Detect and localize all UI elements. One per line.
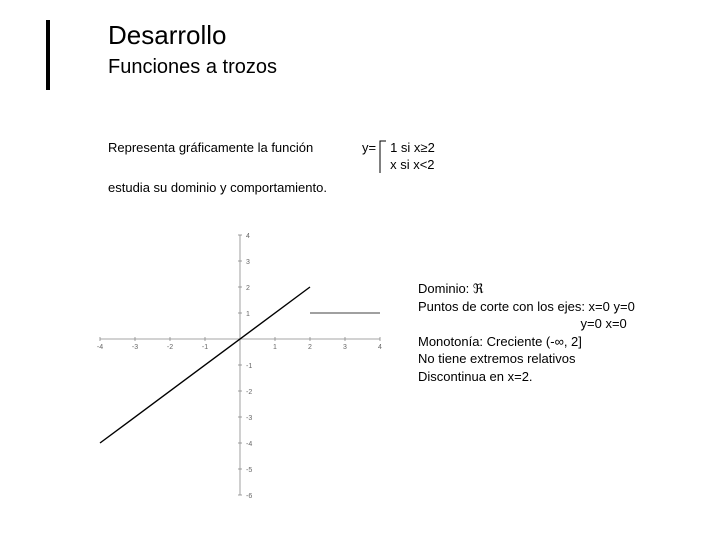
piecewise-case-1: 1 si x≥2 [390, 140, 435, 157]
brace-icon [378, 140, 388, 174]
svg-text:1: 1 [246, 311, 250, 318]
problem-prompt: Representa gráficamente la función [108, 140, 313, 155]
analysis-intercepts-1: Puntos de corte con los ejes: x=0 y=0 [418, 298, 635, 316]
piecewise-definition: y= 1 si x≥2 x si x<2 [362, 140, 435, 174]
title-accent-bar [46, 20, 50, 90]
study-instruction: estudia su dominio y comportamiento. [108, 180, 327, 195]
analysis-domain: Dominio: ℜ [418, 280, 635, 298]
svg-text:3: 3 [246, 259, 250, 266]
piecewise-case-2: x si x<2 [390, 157, 435, 174]
function-chart: -4 -3 -2 -1 1 2 3 4 -6 -5 -4 -3 -2 -1 1 2 3 4 [80, 215, 400, 515]
svg-text:1: 1 [273, 344, 277, 351]
svg-text:3: 3 [343, 344, 347, 351]
svg-text:-3: -3 [132, 344, 138, 351]
svg-text:4: 4 [246, 233, 250, 240]
svg-text:2: 2 [308, 344, 312, 351]
svg-text:4: 4 [378, 344, 382, 351]
svg-text:-2: -2 [167, 344, 173, 351]
svg-text:-5: -5 [246, 467, 252, 474]
svg-text:-6: -6 [246, 493, 252, 500]
svg-text:-1: -1 [246, 363, 252, 370]
analysis-monotony: Monotonía: Creciente (-∞, 2] [418, 333, 635, 351]
analysis-discontinuity: Discontinua en x=2. [418, 368, 635, 386]
svg-text:-4: -4 [246, 441, 252, 448]
slide-subtitle: Funciones a trozos [108, 56, 277, 79]
analysis-extrema: No tiene extremos relativos [418, 350, 635, 368]
svg-text:-4: -4 [97, 344, 103, 351]
analysis-intercepts-2: y=0 x=0 [418, 315, 635, 333]
svg-text:-2: -2 [246, 389, 252, 396]
svg-text:-3: -3 [246, 415, 252, 422]
y-equals-label: y= [362, 140, 376, 155]
analysis-block: Dominio: ℜ Puntos de corte con los ejes:… [418, 280, 635, 385]
svg-text:-1: -1 [202, 344, 208, 351]
slide-title: Desarrollo [108, 20, 227, 51]
svg-text:2: 2 [246, 285, 250, 292]
